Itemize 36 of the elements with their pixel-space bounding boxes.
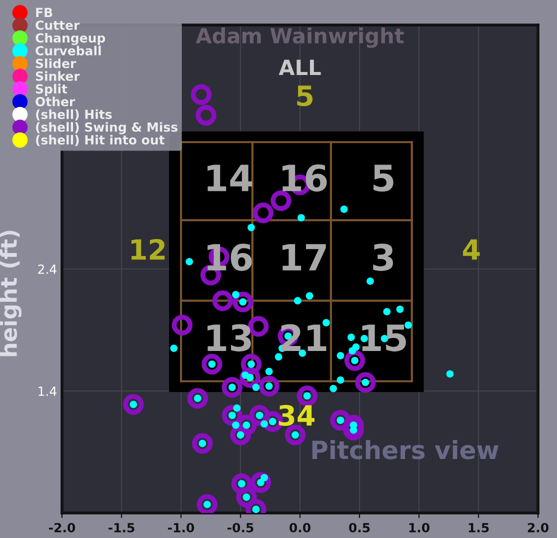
y-tick-label: 1.4 xyxy=(38,386,56,396)
annotation: 3 xyxy=(373,244,393,271)
x-tick-label: 0.5 xyxy=(349,522,370,532)
legend-label: (shell) Hits xyxy=(36,109,112,121)
annotation: 12 xyxy=(131,238,165,260)
x-tick-label: -1.5 xyxy=(108,523,134,532)
x-tick-label: -1.0 xyxy=(168,522,194,532)
legend-label: (shell) Hit into out xyxy=(36,134,165,146)
legend-label: Cutter xyxy=(36,20,80,30)
annotation: 13 xyxy=(208,324,251,352)
x-tick-label: 1.5 xyxy=(468,523,489,532)
annotation: 34 xyxy=(278,404,314,426)
x-tick-label: 2.0 xyxy=(528,522,548,532)
chart-title: Adam Wainwright xyxy=(196,27,404,48)
annotation: 16 xyxy=(282,164,327,192)
legend-label: (shell) Swing & Miss xyxy=(36,122,178,134)
annotation: 5 xyxy=(374,164,394,192)
legend-label: Changeup xyxy=(36,32,106,46)
legend-label: FB xyxy=(36,8,52,17)
annotation: Pitchers view xyxy=(312,440,498,460)
x-tick-label: -0.5 xyxy=(228,522,254,532)
legend-label: Curveball xyxy=(36,46,101,56)
x-tick-label: 0.0 xyxy=(290,522,310,532)
annotation: 17 xyxy=(282,244,326,270)
legend-label: Sinker xyxy=(36,71,80,81)
x-tick-label: 1.0 xyxy=(409,522,430,532)
annotation: 5 xyxy=(297,86,312,106)
legend-label: Split xyxy=(36,84,68,96)
text: ALL xyxy=(278,60,321,75)
legend-label: Slider xyxy=(36,58,76,68)
annotation: 4 xyxy=(462,239,480,260)
y-axis-title: height (ft) xyxy=(0,230,22,356)
y-tick-label: 2.4 xyxy=(38,264,56,274)
x-tick-label: -2.0 xyxy=(49,522,76,532)
legend-label: Other xyxy=(36,96,76,106)
annotation: 15 xyxy=(362,324,406,352)
